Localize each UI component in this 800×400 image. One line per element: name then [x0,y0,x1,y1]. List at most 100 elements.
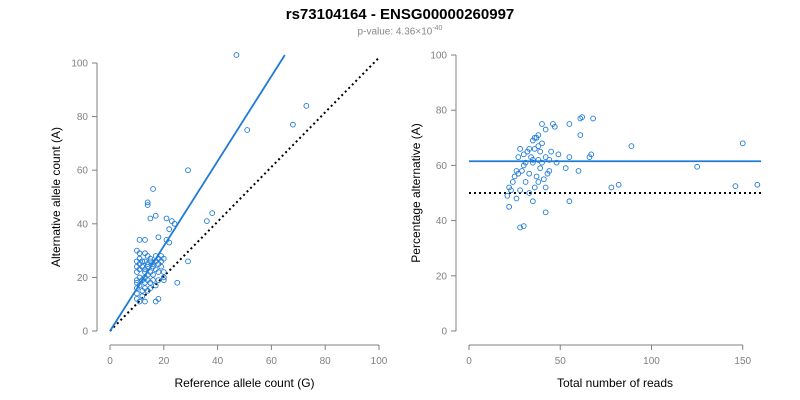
right-data-point [515,170,522,177]
left-data-point [290,121,296,128]
left-data-point [152,212,159,219]
right-data-point [526,170,533,177]
right-data-point [533,134,540,141]
right-data-point [515,154,522,160]
right-x-tick-label: 150 [734,356,751,367]
left-data-point [185,258,191,265]
right-data-point [608,184,615,191]
left-data-point [144,261,151,267]
left-data-point [303,103,310,109]
left-data-point [144,253,151,259]
left-x-tick-label: 100 [371,356,388,367]
left-data-point [142,298,148,305]
right-data-point [539,140,545,147]
right-x-tick-label: 100 [643,356,660,367]
left-data-point [142,266,148,273]
left-data-point [139,287,146,294]
right-data-point [530,157,536,163]
left-y-tick-label: 80 [77,112,89,123]
right-data-point [577,132,584,138]
right-y-tick-label: 100 [430,51,447,62]
right-data-point [520,162,527,169]
left-data-point [134,285,140,291]
left-data-point [155,269,162,275]
right-data-point [577,115,584,122]
right-data-point [615,181,622,188]
right-data-point [540,176,547,183]
left-data-point [155,277,162,283]
right-data-point [590,115,596,122]
left-data-point [136,274,143,281]
right-data-point [513,195,520,202]
left-data-point [209,210,216,216]
left-data-point [155,234,162,241]
left-data-point [185,167,191,174]
p-value-exponent: -40 [432,25,443,32]
left-x-tick-label: 60 [266,356,278,367]
right-data-point [535,157,542,163]
left-data-point [134,258,140,265]
right-data-point [542,126,549,133]
right-data-point [551,123,558,130]
right-data-point [542,154,549,160]
right-data-point [530,159,536,166]
left-data-point [152,282,159,289]
right-data-point [537,165,544,172]
right-x-tick-label: 50 [555,356,567,367]
left-data-point [158,258,164,265]
left-data-point [144,287,151,294]
right-data-point [531,145,538,152]
left-data-point [144,277,151,283]
left-data-point [142,285,148,291]
right-data-point [562,165,569,172]
right-data-point [546,157,553,163]
left-data-point [139,263,146,270]
left-x-tick-label: 0 [107,356,113,367]
left-data-point [147,279,154,286]
right-data-point [524,148,531,155]
right-data-point [520,151,527,158]
left-reference-line [109,56,380,332]
left-data-point [160,269,167,275]
right-y-tick-label: 40 [436,216,448,227]
right-data-point [575,168,582,174]
left-data-point [136,255,143,262]
left-data-point [166,226,173,233]
right-data-point [542,184,549,191]
right-data-point [566,121,573,127]
left-data-point [150,271,156,278]
left-data-point [155,295,162,302]
left-data-point [160,274,167,281]
right-data-point [530,137,536,144]
right-x-tick-label: 0 [466,356,472,367]
right-data-point [739,140,746,147]
right-y-tick-label: 20 [436,271,448,282]
right-data-point [537,148,544,155]
left-data-point [174,279,181,286]
left-data-point [134,290,140,297]
right-data-point [504,192,511,199]
left-data-point [152,266,159,273]
chart-title: rs73104164 - ENSG00000260997 [285,6,515,23]
left-data-point [144,202,151,208]
left-data-point [150,277,156,283]
left-data-point [136,266,143,273]
left-data-point [134,247,140,254]
right-data-point [530,198,536,205]
right-data-point [566,198,573,205]
right-y-tick-label: 60 [436,161,448,172]
left-x-tick-label: 40 [212,356,224,367]
right-data-point [506,203,513,210]
left-data-point [142,279,148,286]
right-data-point [517,145,523,152]
right-data-point [531,184,538,191]
left-data-point [171,220,178,227]
left-data-point [147,255,154,262]
right-data-point [517,224,523,231]
right-data-point [539,121,545,127]
left-data-point [147,215,154,222]
left-fit-line [109,54,286,332]
left-data-point [134,263,140,270]
left-y-tick-label: 0 [82,327,88,338]
left-data-point [134,269,140,275]
